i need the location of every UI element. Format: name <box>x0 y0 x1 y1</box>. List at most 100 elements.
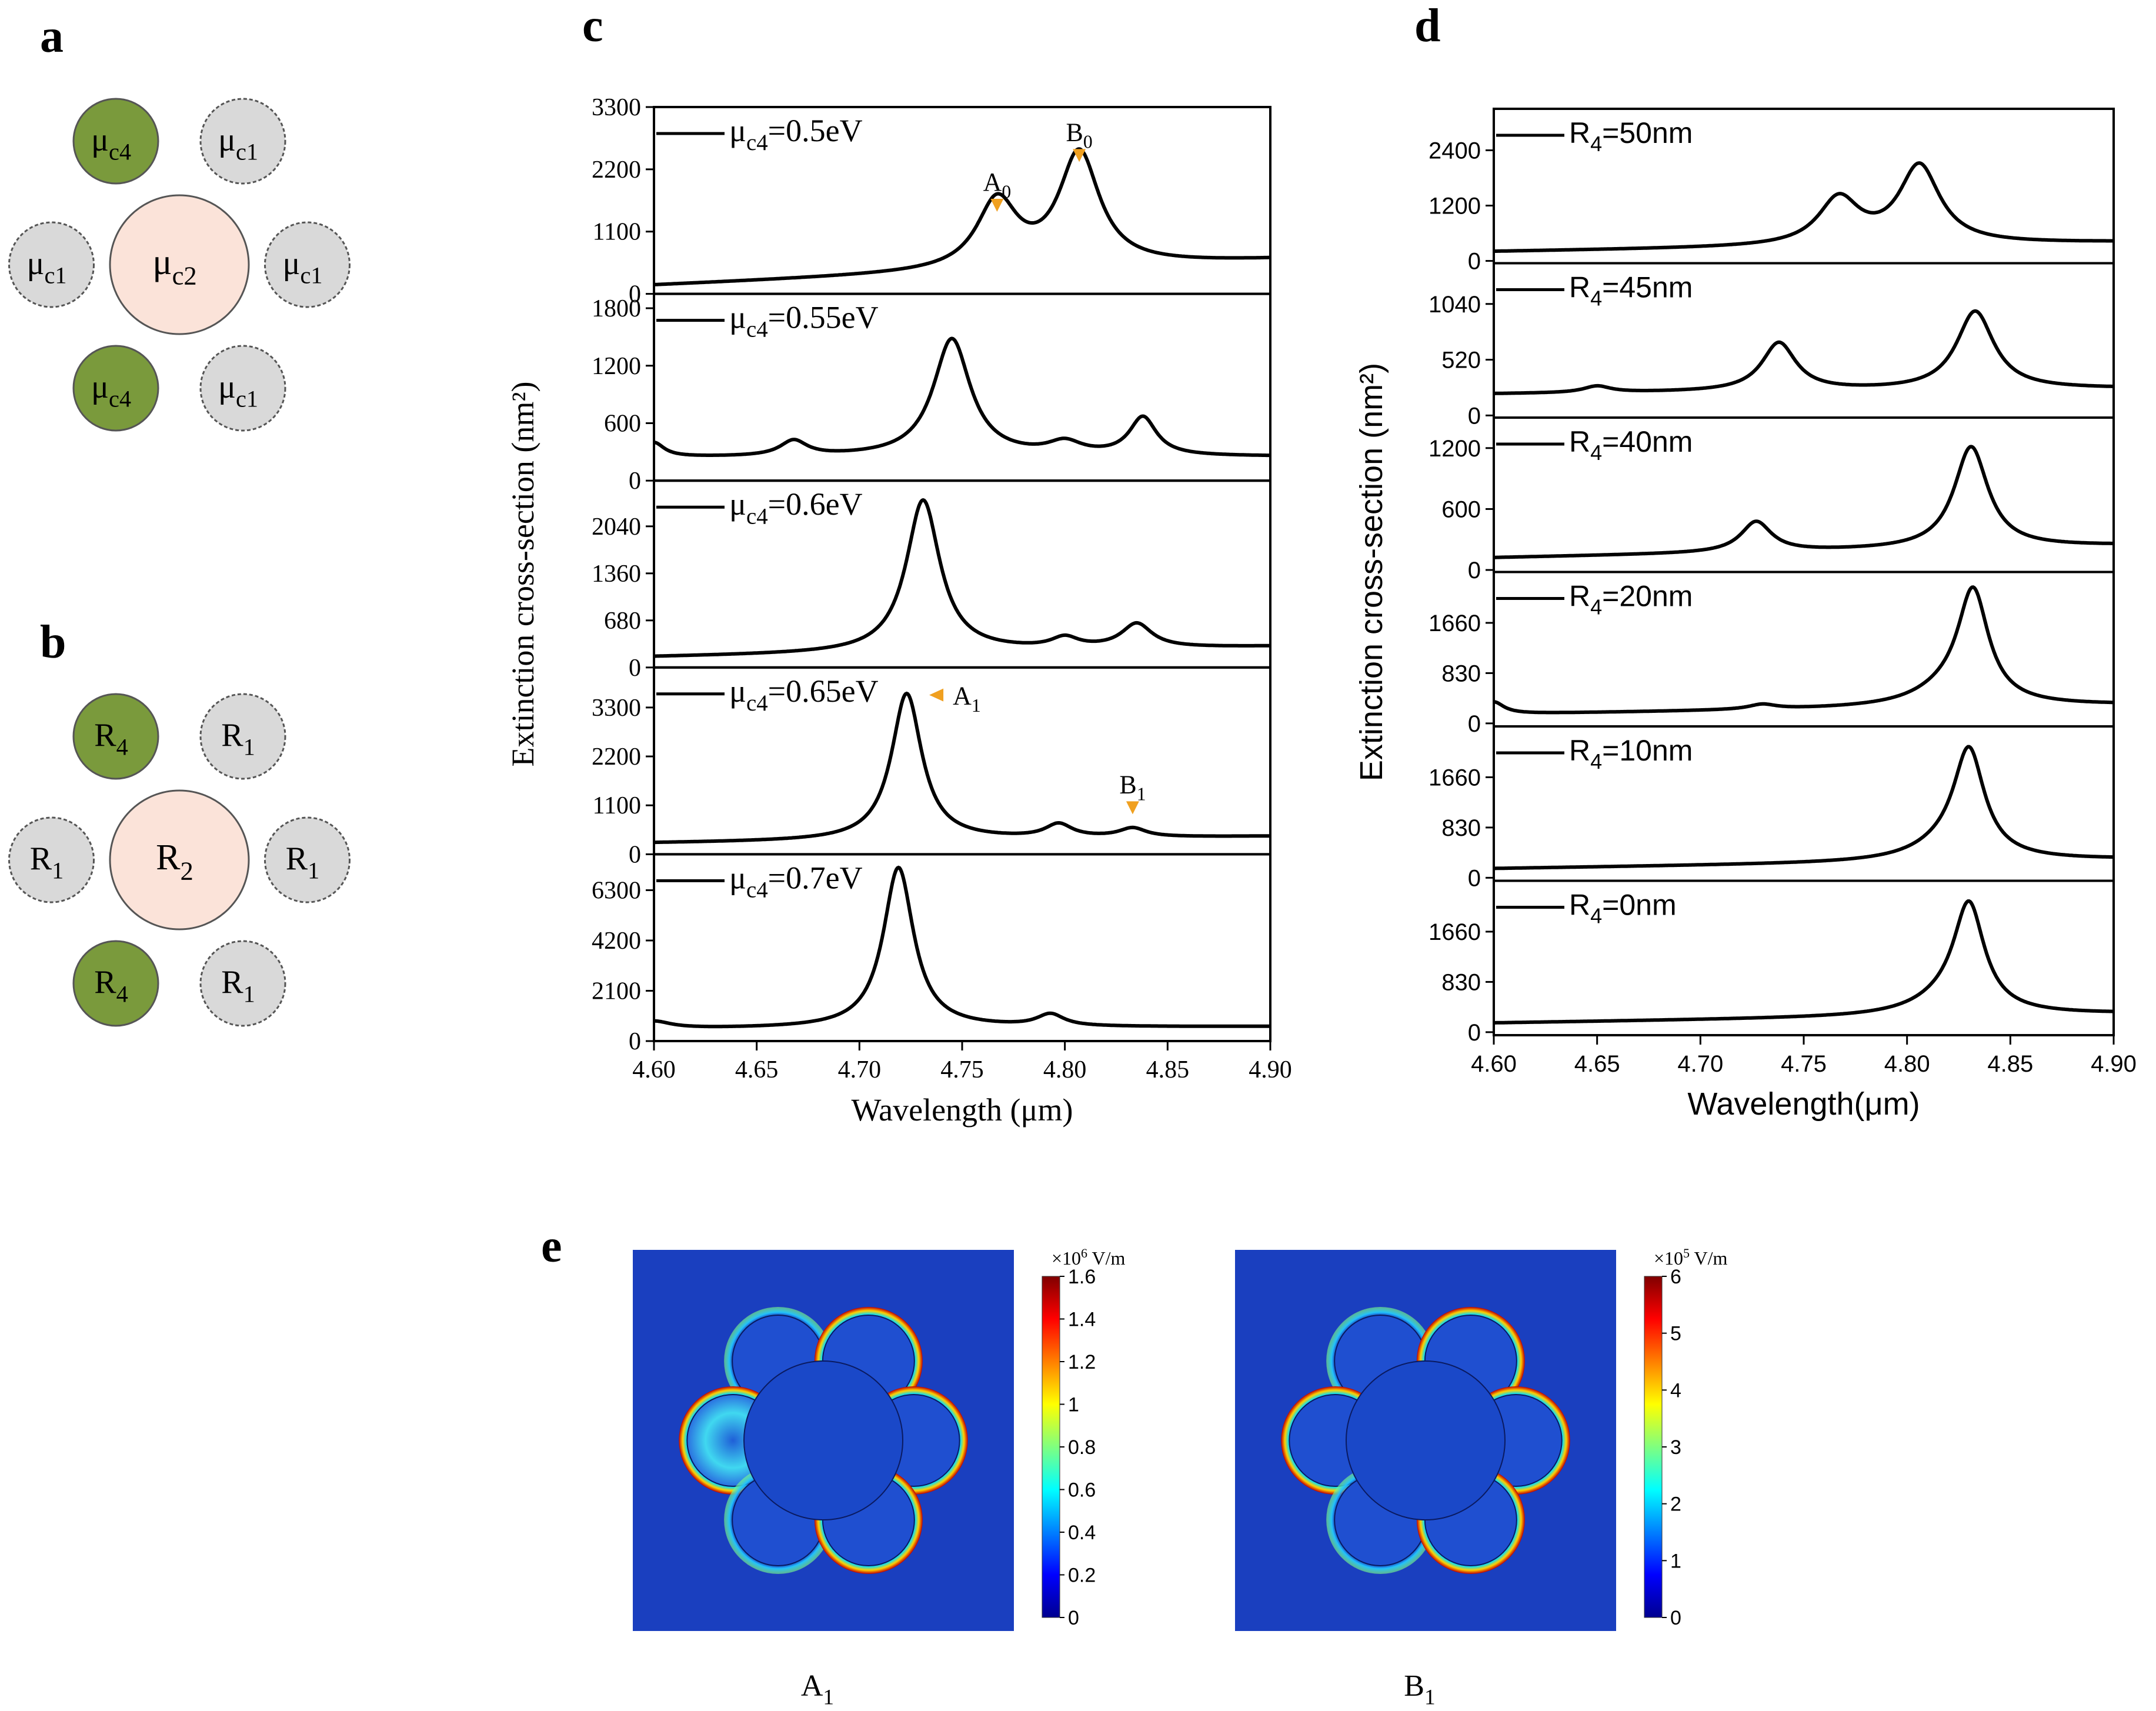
y-tick-label: 2100 <box>592 978 641 1005</box>
x-tick-label: 4.90 <box>2091 1051 2137 1077</box>
colorbar-tick-label: 1.6 <box>1068 1266 1096 1288</box>
schematic-circle <box>8 221 95 308</box>
colorbar-tick-label: 0.8 <box>1068 1436 1096 1459</box>
series-line <box>1494 445 2114 559</box>
y-tick-label: 1200 <box>1429 436 1481 462</box>
schematic-circle <box>72 98 159 185</box>
y-tick-label: 1800 <box>592 295 641 322</box>
series-line <box>653 336 1271 458</box>
y-tick-label: 1040 <box>1429 292 1481 318</box>
colorbar-unit: ×105 V/m <box>1654 1246 1727 1269</box>
y-tick-label: 0 <box>1468 865 1481 891</box>
circle-label: R1 <box>30 841 64 884</box>
y-tick-label: 600 <box>1441 496 1481 522</box>
x-tick-label: 4.60 <box>1471 1051 1517 1077</box>
legend-label: R4=45nm <box>1569 271 1693 311</box>
y-tick-label: 4200 <box>592 928 641 955</box>
colorbar-tick-label: 5 <box>1670 1323 1681 1345</box>
y-tick-label: 0 <box>1468 403 1481 429</box>
y-tick-label: 0 <box>629 655 641 682</box>
legend-label: μc4=0.6eV <box>729 486 863 529</box>
y-tick-label: 1200 <box>1429 194 1481 219</box>
colorbar-tick-label: 1 <box>1068 1394 1079 1416</box>
panel-label-c: c <box>582 0 603 52</box>
schematic-circle <box>199 98 286 185</box>
circle-label: μc2 <box>152 242 196 290</box>
legend-label: R4=10nm <box>1569 734 1693 773</box>
y-tick-label: 1660 <box>1429 611 1481 636</box>
series-line <box>1494 309 2114 395</box>
circle-label: μc4 <box>91 122 131 165</box>
legend-label: μc4=0.65eV <box>729 673 879 716</box>
peak-label: A0 <box>983 168 1012 202</box>
series-line <box>653 498 1270 658</box>
y-tick-label: 0 <box>629 468 641 495</box>
circle-label: R1 <box>286 841 320 884</box>
colorbar-tick-label: 1.4 <box>1068 1309 1096 1331</box>
legend-label: R4=20nm <box>1569 580 1693 619</box>
circle-label: R4 <box>94 717 128 761</box>
center-particle <box>1346 1360 1506 1520</box>
peak-marker <box>1126 801 1139 815</box>
x-tick-label: 4.70 <box>838 1056 882 1083</box>
peak-label: B0 <box>1066 118 1093 152</box>
y-tick-label: 0 <box>1468 558 1481 583</box>
x-tick-label: 4.85 <box>1146 1056 1190 1083</box>
y-tick-label: 2040 <box>592 513 641 541</box>
x-tick-label: 4.90 <box>1249 1056 1292 1083</box>
y-axis-label: Extinction cross-section (nm²) <box>1354 363 1389 781</box>
y-tick-label: 0 <box>1468 711 1481 737</box>
colorbar-tick-label: 0.2 <box>1068 1565 1096 1587</box>
y-tick-label: 520 <box>1441 348 1481 373</box>
colorbar <box>1644 1276 1663 1618</box>
colorbar-tick-label: 0.6 <box>1068 1479 1096 1502</box>
schematic-circle <box>72 693 159 780</box>
colorbar-tick-label: 1 <box>1670 1550 1681 1572</box>
y-tick-label: 1200 <box>592 353 641 380</box>
circle-label: μc4 <box>91 369 131 412</box>
peak-label: B1 <box>1119 770 1146 804</box>
schematic-circle <box>109 789 250 930</box>
schematic-circle <box>72 940 159 1027</box>
legend-label: R4=40nm <box>1569 425 1693 465</box>
colorbar-tick-label: 2 <box>1670 1493 1681 1516</box>
y-tick-label: 3300 <box>592 695 641 722</box>
colorbar-unit: ×106 V/m <box>1052 1246 1125 1269</box>
x-tick-label: 4.75 <box>940 1056 984 1083</box>
y-tick-label: 0 <box>629 841 641 868</box>
circle-label: R2 <box>156 838 193 885</box>
panel-e-field-maps: 0 0.2 0.4 0.6 0.8 1 1.2 1.4 1.6×106 V/m A1 0 1 2 3 4 5 6… <box>633 1246 1727 1710</box>
schematic-circle <box>199 693 286 780</box>
x-axis-label: Wavelength (μm) <box>852 1092 1073 1128</box>
series-line <box>1493 161 2114 254</box>
x-tick-label: 4.75 <box>1781 1051 1827 1077</box>
center-particle <box>743 1360 903 1520</box>
field-map-caption: B1 <box>1404 1669 1435 1710</box>
peak-marker <box>1073 149 1086 162</box>
peak-label: A1 <box>953 682 981 716</box>
x-tick-label: 4.80 <box>1043 1056 1087 1083</box>
y-tick-label: 830 <box>1441 815 1481 841</box>
panel-label-d: d <box>1414 0 1441 52</box>
circle-label: R1 <box>221 717 255 761</box>
panel-label-e: e <box>541 1220 562 1272</box>
series-line <box>1493 585 2114 715</box>
colorbar-tick-label: 0.4 <box>1068 1522 1096 1544</box>
schematic-circle <box>8 816 95 903</box>
schematic-circle <box>199 940 286 1027</box>
circle-label: R4 <box>94 964 128 1008</box>
panel-d-chart: 0 1200 2400 R4=50nm 0 520 1040 R4=45nm 0 600 1200 R… <box>1354 108 2137 1122</box>
x-tick-label: 4.80 <box>1884 1051 1930 1077</box>
circle-label: R1 <box>221 964 255 1008</box>
colorbar-tick-label: 0 <box>1068 1607 1079 1629</box>
peak-marker <box>929 688 944 702</box>
x-tick-label: 4.70 <box>1677 1051 1723 1077</box>
y-tick-label: 1660 <box>1429 919 1481 945</box>
y-tick-label: 830 <box>1441 969 1481 995</box>
y-axis-label: Extinction cross-section (nm²) <box>505 381 540 766</box>
legend-label: μc4=0.5eV <box>729 113 863 155</box>
schematic-circle <box>264 221 351 308</box>
legend-label: R4=50nm <box>1569 116 1693 156</box>
circle-label: μc1 <box>282 245 322 289</box>
